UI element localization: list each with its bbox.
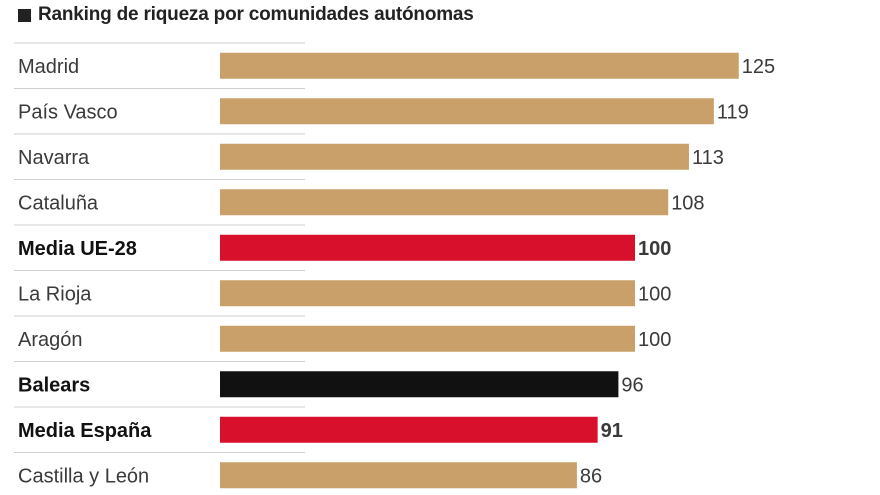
category-label: Media UE-28: [18, 238, 137, 260]
bar: [220, 371, 619, 398]
bar: [220, 280, 635, 307]
bar: [220, 462, 577, 489]
title-square-icon: [18, 8, 31, 22]
bar: [220, 189, 669, 216]
value-label: 125: [742, 56, 775, 78]
value-label: 100: [638, 283, 671, 305]
chart-title: Ranking de riqueza por comunidades autón…: [38, 4, 474, 25]
category-label: Aragón: [18, 329, 83, 351]
bar: [220, 416, 598, 443]
value-label: 86: [580, 465, 602, 487]
category-label: Media España: [18, 420, 152, 442]
value-label: 96: [621, 374, 643, 396]
category-label: La Rioja: [18, 283, 92, 305]
value-label: 119: [717, 101, 749, 123]
category-label: País Vasco: [18, 101, 118, 123]
chart-title-block: Ranking de riqueza por comunidades autón…: [18, 2, 474, 28]
category-label: Balears: [18, 374, 90, 396]
bar: [220, 325, 635, 352]
bar: [220, 52, 739, 79]
value-label: 113: [692, 147, 724, 169]
bar: [220, 98, 714, 125]
value-label: 91: [601, 420, 623, 442]
category-label: Cataluña: [18, 192, 99, 214]
value-label: 108: [671, 192, 704, 214]
bar: [220, 234, 635, 261]
value-label: 100: [638, 238, 671, 260]
value-label: 100: [638, 329, 671, 351]
category-label: Navarra: [18, 147, 90, 169]
bar: [220, 143, 689, 170]
category-label: Madrid: [18, 56, 79, 78]
category-label: Castilla y León: [18, 465, 149, 487]
